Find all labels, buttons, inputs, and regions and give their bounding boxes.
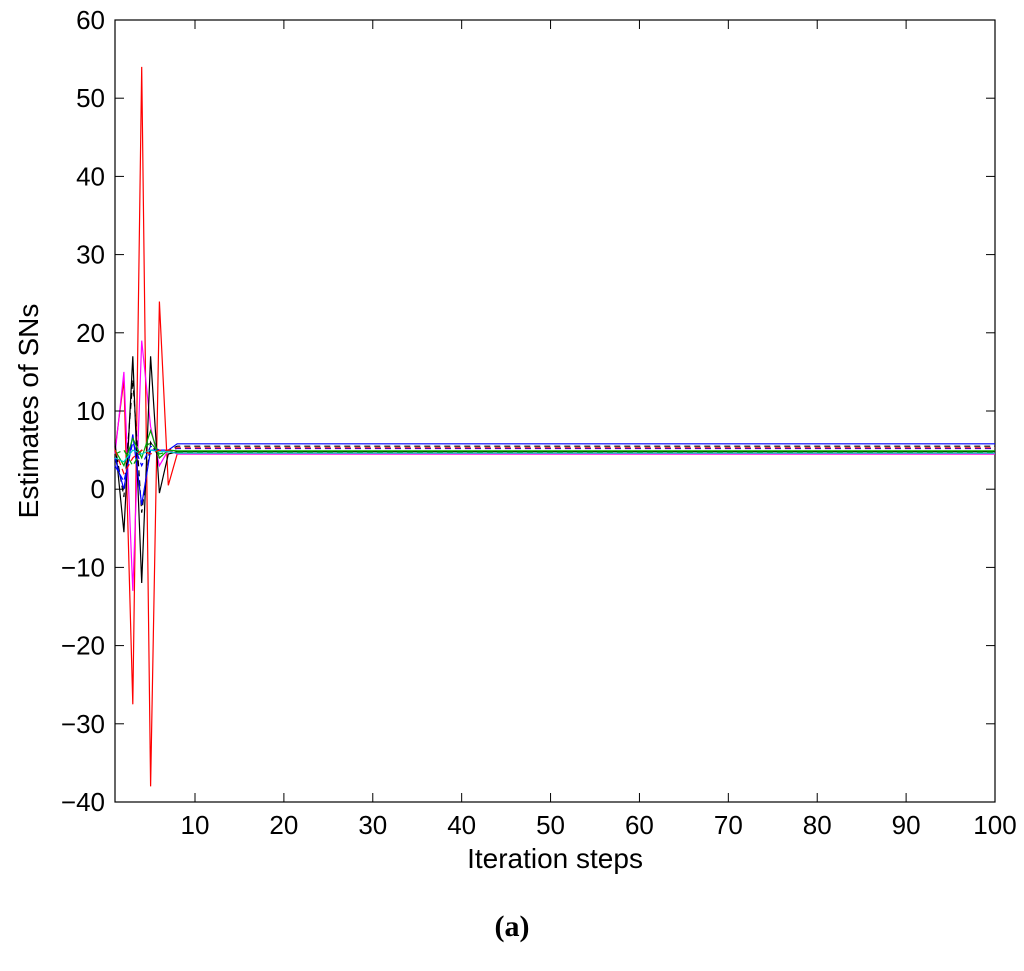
plot-area — [114, 19, 996, 803]
y-tick-label: 40 — [76, 161, 105, 191]
series-line-7 — [114, 428, 995, 468]
x-axis-label: Iteration steps — [467, 843, 643, 874]
x-tick-label: 20 — [269, 810, 298, 840]
y-tick-label: −20 — [61, 631, 105, 661]
y-tick-label: −10 — [61, 552, 105, 582]
y-tick-label: 30 — [76, 240, 105, 270]
x-tick-label: 10 — [181, 810, 210, 840]
y-tick-label: 60 — [76, 5, 105, 35]
x-tick-label: 90 — [892, 810, 921, 840]
series-layer — [114, 66, 995, 787]
x-tick-label: 40 — [447, 810, 476, 840]
y-tick-label: 50 — [76, 83, 105, 113]
y-tick-label: 20 — [76, 318, 105, 348]
y-tick-label: 10 — [76, 396, 105, 426]
ticks-layer: 10 20 30 40 50 60 70 80 90 100 −40 −30 −20 −10 0 10 20 30… — [61, 5, 1017, 840]
x-tick-label: 30 — [358, 810, 387, 840]
series-line-9 — [114, 449, 995, 463]
x-tick-label: 80 — [803, 810, 832, 840]
series-line-8 — [114, 441, 995, 467]
x-tick-label: 60 — [625, 810, 654, 840]
series-line-10 — [114, 447, 995, 476]
x-tick-label: 50 — [536, 810, 565, 840]
x-tick-label: 70 — [714, 810, 743, 840]
figure-caption: (a) — [494, 910, 530, 943]
y-axis-label: Estimates of SNs — [13, 304, 44, 519]
y-tick-label: −40 — [61, 787, 105, 817]
line-chart: 10 20 30 40 50 60 70 80 90 100 −40 −30 −20 −10 0 10 20 30… — [13, 5, 1017, 874]
y-tick-label: −30 — [61, 709, 105, 739]
y-tick-label: 0 — [91, 474, 105, 504]
series-line-1 — [114, 66, 995, 787]
x-tick-label: 100 — [973, 810, 1016, 840]
